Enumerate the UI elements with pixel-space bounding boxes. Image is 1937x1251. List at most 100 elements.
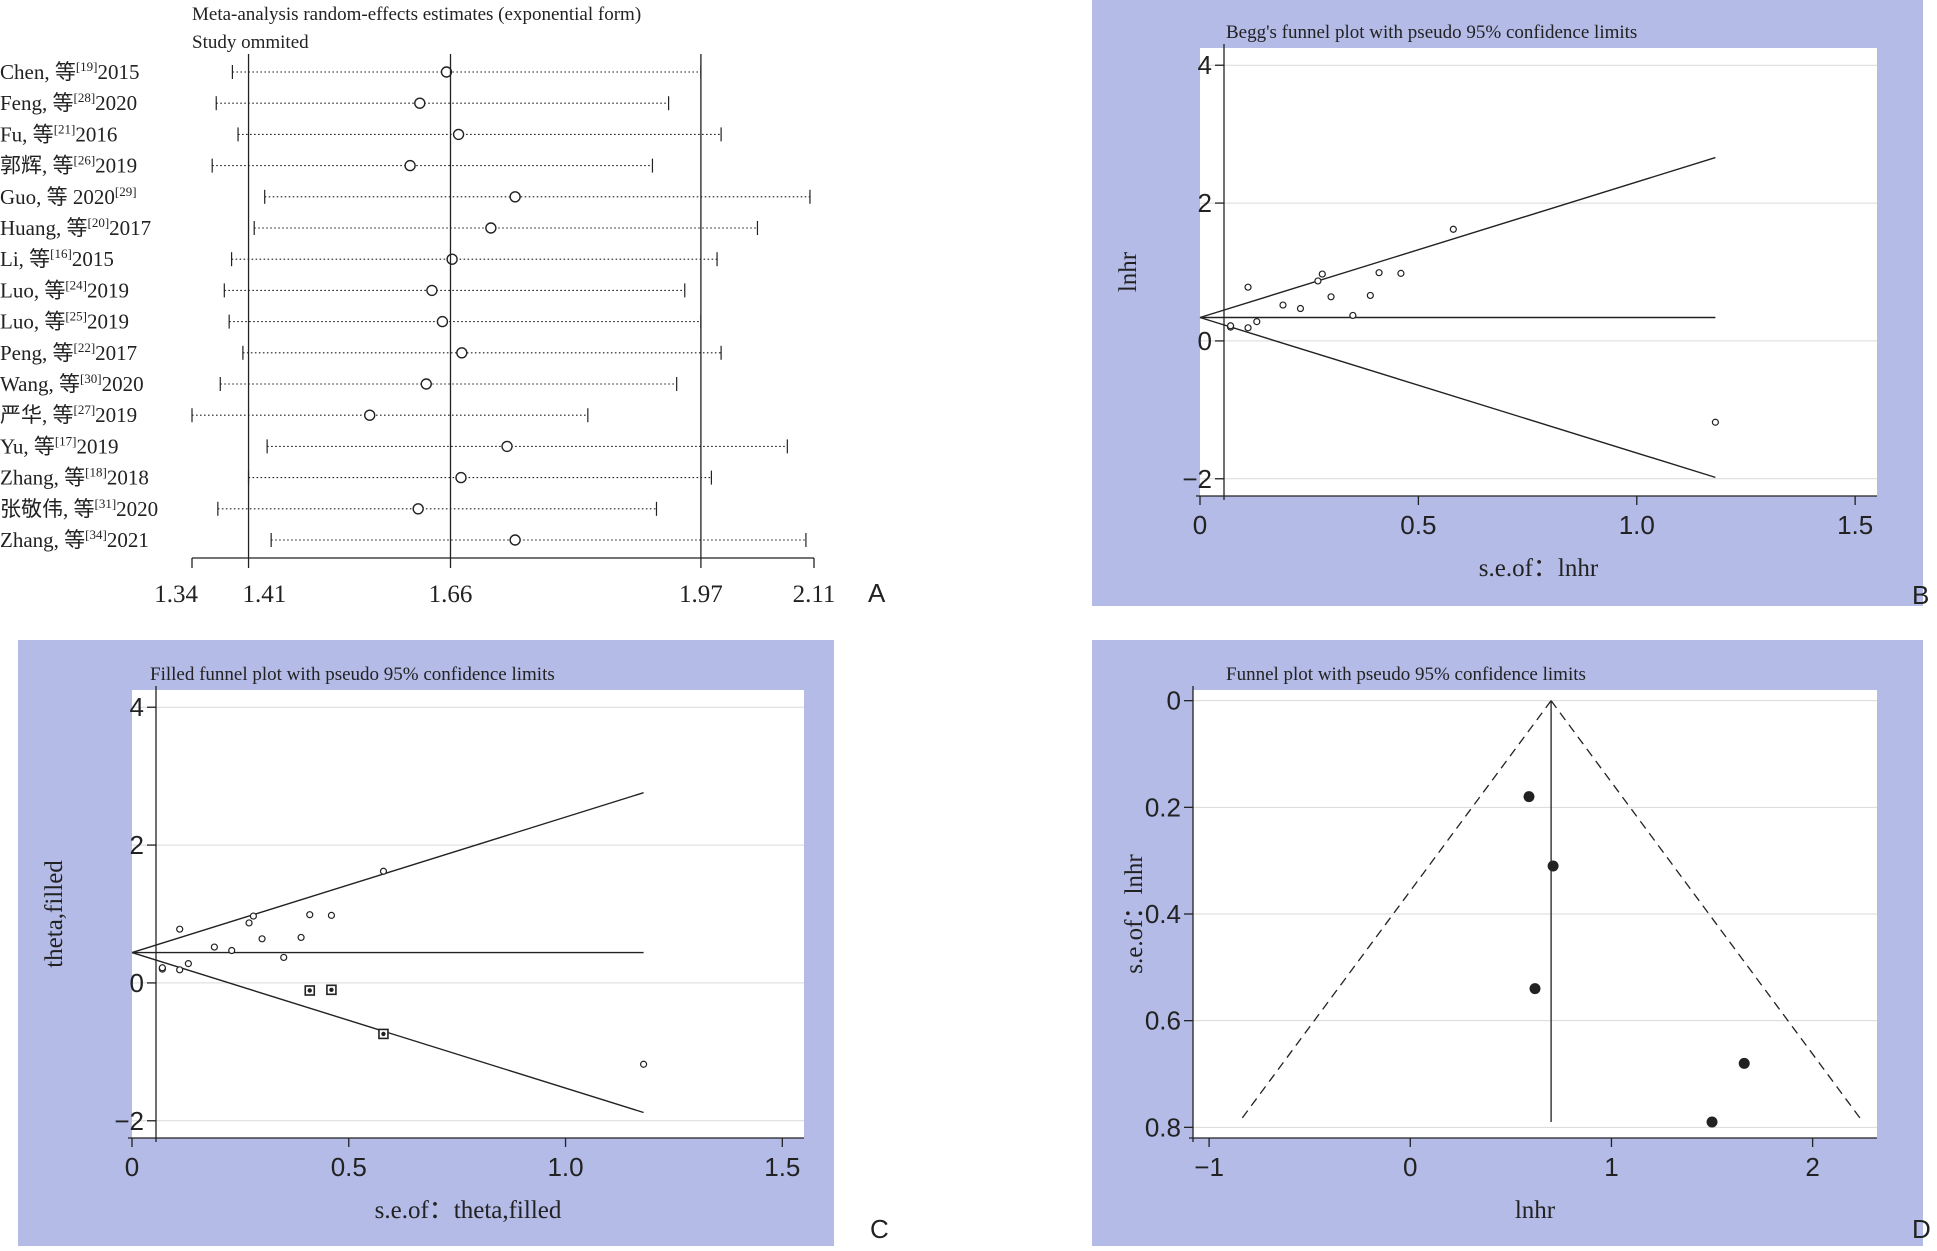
y-tick-label: 4 — [1198, 50, 1212, 80]
study-point — [1253, 318, 1261, 326]
study-point — [1449, 225, 1457, 233]
forest-estimate-marker — [456, 347, 468, 359]
forest-row: Chen, 等[19]2015 — [0, 59, 702, 84]
forest-estimate-marker — [364, 409, 376, 421]
forest-row-label: Guo, 等 2020[29] — [0, 184, 137, 209]
forest-row-label: Peng, 等[22]2017 — [0, 340, 137, 365]
x-tick-label: 0 — [1193, 510, 1207, 540]
forest-row: Zhang, 等[18]2018 — [0, 465, 713, 490]
forest-row-label: Zhang, 等[18]2018 — [0, 465, 149, 490]
upper-pseudo-limit — [1550, 700, 1864, 1123]
forest-row-label: Huang, 等[20]2017 — [0, 215, 151, 240]
forest-row: Zhang, 等[34]2021 — [0, 527, 807, 552]
study-point — [1279, 301, 1287, 309]
y-tick-label: −2 — [1182, 464, 1212, 494]
x-tick-label: 0.5 — [1400, 510, 1436, 540]
study-point — [1244, 283, 1252, 291]
forest-row-label: 张敬伟, 等[31]2020 — [0, 496, 158, 521]
y-tick-label: 2 — [130, 830, 144, 860]
study-point — [297, 933, 305, 942]
panel-b-letter: B — [1912, 580, 1929, 610]
panel-c: Filled funnel plot with pseudo 95% confi… — [18, 640, 889, 1246]
x-tick-label: −1 — [1194, 1152, 1224, 1182]
forest-estimate-marker — [501, 440, 513, 453]
x-axis-label: lnhr — [1515, 1197, 1556, 1224]
panel-b-chart: −2 0 2 4 0 0.5 1.0 1.5 s.e.of：lnhr lnhr — [1115, 44, 1877, 582]
panel-a-subtitle: Study ommited — [192, 32, 309, 53]
forest-row-label: Wang, 等[30]2020 — [0, 371, 144, 396]
forest-estimate-marker — [436, 315, 449, 328]
study-point — [1318, 270, 1326, 278]
panel-c-letter: C — [870, 1214, 889, 1244]
x-tick-label: 2 — [1805, 1152, 1819, 1182]
panel-a-letter: A — [868, 578, 886, 608]
forest-row: 郭辉, 等[26]2019 — [0, 153, 654, 178]
y-tick-label: 4 — [130, 692, 144, 722]
filled-study-dot — [329, 987, 334, 993]
forest-row-label: Luo, 等[24]2019 — [0, 277, 129, 302]
study-point — [1738, 1057, 1750, 1069]
study-point — [210, 943, 218, 951]
forest-row: 严华, 等[27]2019 — [0, 402, 589, 427]
filled-study-dot — [307, 988, 312, 993]
forest-x-tick-label: 1.66 — [429, 581, 473, 608]
forest-estimate-marker — [485, 222, 497, 234]
forest-row: Feng, 等[28]2020 — [0, 90, 670, 115]
forest-row-label: Luo, 等[25]2019 — [0, 309, 129, 334]
forest-row-label: 严华, 等[27]2019 — [0, 402, 137, 427]
study-point — [1226, 322, 1235, 330]
forest-x-tick-label: 2.11 — [793, 581, 836, 608]
study-point — [379, 867, 388, 875]
x-tick-label: 0 — [1403, 1152, 1417, 1182]
study-point — [249, 912, 257, 920]
y-tick-label: −2 — [114, 1106, 144, 1136]
study-point — [639, 1060, 648, 1068]
y-tick-label: 0.8 — [1145, 1112, 1181, 1142]
panel-b: Begg's funnel plot with pseudo 95% confi… — [1092, 0, 1929, 610]
forest-row: 张敬伟, 等[31]2020 — [0, 496, 658, 521]
forest-x-tick-label: 1.34 — [154, 581, 198, 608]
lower-pseudo-limit — [1238, 700, 1552, 1123]
x-tick-label: 1.0 — [547, 1152, 583, 1182]
panel-a: Meta-analysis random-effects estimates (… — [0, 4, 886, 608]
panel-b-title: Begg's funnel plot with pseudo 95% confi… — [1226, 22, 1637, 43]
forest-row: Yu, 等[17]2019 — [0, 433, 788, 458]
panel-c-chart: −2 0 2 4 0 0.5 1.0 1.5 s.e.of：theta,filled theta,… — [41, 686, 804, 1224]
panel-a-rows: Chen, 等[19]2015 Feng, 等[28]2020 Fu, 等[21]2… — [0, 59, 811, 552]
study-point — [1244, 324, 1252, 332]
study-point — [306, 911, 314, 919]
upper-confidence-limit — [1199, 156, 1716, 319]
panel-d-title: Funnel plot with pseudo 95% confidence l… — [1226, 664, 1586, 685]
study-point — [327, 911, 336, 919]
y-tick-label: 2 — [1198, 188, 1212, 218]
y-axis-label: lnhr — [1115, 251, 1142, 292]
x-tick-label: 1 — [1604, 1152, 1618, 1182]
study-point — [1375, 269, 1383, 277]
forest-row: Wang, 等[30]2020 — [0, 371, 678, 396]
panel-d-chart: 0 0.2 0.4 0.6 0.8 −1 0 1 2 lnhr s.e.of：lnhr — [1121, 686, 1877, 1224]
forest-row: Huang, 等[20]2017 — [0, 215, 759, 240]
study-point — [1327, 293, 1335, 301]
forest-estimate-marker — [509, 191, 521, 203]
y-axis-label: theta,filled — [41, 860, 68, 968]
forest-row: Peng, 等[22]2017 — [0, 340, 722, 365]
study-point — [1397, 269, 1405, 277]
y-tick-label: 0 — [1198, 326, 1212, 356]
panel-c-plot-area — [132, 690, 804, 1138]
study-point — [176, 925, 184, 933]
panel-a-reflines — [247, 54, 702, 558]
forest-row: Li, 等[16]2015 — [0, 246, 718, 271]
y-axis-label: s.e.of：lnhr — [1121, 854, 1148, 974]
study-point — [1314, 277, 1322, 285]
forest-estimate-marker — [414, 97, 426, 109]
study-point — [1711, 418, 1719, 426]
y-tick-label: 0 — [130, 968, 144, 998]
x-axis-label: s.e.of：lnhr — [1479, 555, 1599, 582]
panel-c-title: Filled funnel plot with pseudo 95% confi… — [150, 664, 555, 685]
forest-estimate-marker — [440, 66, 453, 78]
forest-row-label: Yu, 等[17]2019 — [0, 433, 119, 458]
study-point — [1523, 791, 1535, 803]
study-point — [1706, 1116, 1718, 1128]
lower-confidence-limit — [1199, 316, 1716, 479]
panel-a-x-ticks: 1.34 1.41 1.66 1.97 2.11 — [154, 558, 835, 608]
